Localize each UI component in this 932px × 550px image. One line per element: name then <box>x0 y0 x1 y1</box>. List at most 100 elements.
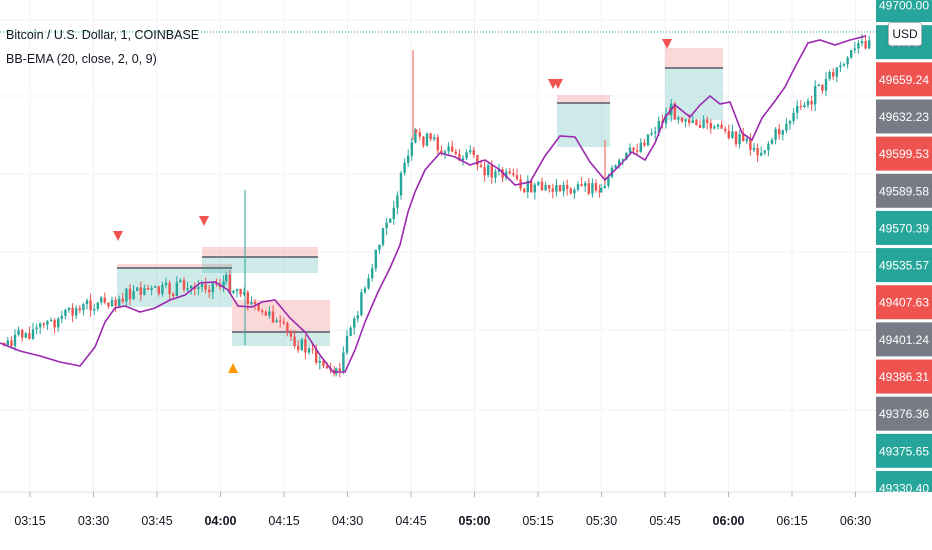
candle-body <box>720 124 723 129</box>
symbol-title[interactable]: Bitcoin / U.S. Dollar, 1, COINBASE <box>6 28 200 42</box>
candle-body <box>57 318 60 328</box>
time-tick-label: 03:45 <box>141 514 172 528</box>
candle-body <box>24 333 27 338</box>
candle-body <box>691 120 694 123</box>
candle-body <box>628 147 632 153</box>
time-tick-label: 04:15 <box>268 514 299 528</box>
candle-body <box>469 150 472 153</box>
candle-body <box>154 286 157 288</box>
candle-body <box>594 183 598 191</box>
currency-button[interactable]: USD <box>888 22 922 46</box>
buy-signal-marker <box>228 363 238 373</box>
time-tick-label: 05:15 <box>522 514 553 528</box>
candle-body <box>325 365 329 369</box>
candle-body <box>118 298 121 306</box>
candle-body <box>353 318 356 328</box>
candle-body <box>128 288 132 300</box>
candle-body <box>684 119 687 122</box>
candle-body <box>125 288 128 302</box>
candle-body <box>835 67 838 77</box>
price-label: 49632.23 <box>879 110 929 124</box>
candle-body <box>799 105 802 108</box>
trade-zones <box>117 48 723 346</box>
candle-body <box>150 287 153 290</box>
time-tick-label: 06:15 <box>776 514 807 528</box>
candle-body <box>745 138 748 141</box>
candle-body <box>399 172 403 196</box>
candle-body <box>731 131 734 139</box>
candle-body <box>345 335 349 353</box>
candle-body <box>785 123 788 131</box>
candle-body <box>752 148 756 151</box>
candle-body <box>211 282 214 293</box>
candle-body <box>472 150 475 156</box>
candle-body <box>371 268 374 279</box>
candle-body <box>250 302 253 305</box>
candle-body <box>222 281 225 287</box>
price-label: 49570.39 <box>879 221 929 235</box>
candle-body <box>179 280 182 283</box>
candle-body <box>544 185 547 191</box>
signal-markers <box>113 39 672 373</box>
indicator-label[interactable]: BB-EMA (20, close, 2, 0, 9) <box>6 52 157 66</box>
candle-body <box>839 65 842 68</box>
candle-body <box>810 100 813 105</box>
candle-body <box>271 311 275 323</box>
candle-body <box>555 185 558 192</box>
candle-body <box>749 138 752 151</box>
candle-body <box>261 310 264 313</box>
candle-body <box>716 124 720 127</box>
candle-body <box>114 299 117 306</box>
candle-body <box>367 278 370 289</box>
candle-body <box>378 244 381 250</box>
price-label-box <box>876 173 932 208</box>
candle-body <box>157 286 160 294</box>
time-tick-label: 03:30 <box>78 514 109 528</box>
candle-body <box>533 184 536 193</box>
candle-body <box>566 184 569 189</box>
candle-body <box>136 287 139 292</box>
candle-body <box>360 292 363 316</box>
candle-body <box>814 86 817 105</box>
candle-body <box>396 195 399 208</box>
candle-body <box>512 173 515 176</box>
candle-body <box>614 165 617 168</box>
price-label: 49376.36 <box>879 407 929 421</box>
candle-body <box>558 185 562 192</box>
candle-body <box>774 129 777 140</box>
candle-body <box>257 303 260 311</box>
candle-body <box>451 146 454 152</box>
candle-body <box>17 329 20 335</box>
candle-body <box>625 152 628 160</box>
ema-line <box>0 35 867 373</box>
candle-body <box>289 331 293 337</box>
time-tick-label: 06:00 <box>713 514 745 528</box>
price-label-box <box>876 62 932 97</box>
candle-body <box>67 307 71 311</box>
candle-body <box>537 181 540 185</box>
candle-body <box>562 184 565 192</box>
price-label-box <box>876 210 932 245</box>
time-tick-label: 04:30 <box>332 514 363 528</box>
candle-body <box>479 165 483 168</box>
candle-body <box>454 151 457 154</box>
candle-body <box>422 136 425 146</box>
candle-body <box>767 143 770 151</box>
candle-body <box>584 183 587 187</box>
candle-body <box>139 287 142 295</box>
candle-body <box>100 297 103 303</box>
candle-body <box>182 280 186 290</box>
candle-body <box>695 120 698 125</box>
candle-body <box>806 100 810 106</box>
candle-body <box>505 171 508 178</box>
price-label: 49535.57 <box>879 259 929 273</box>
candle-body <box>49 319 53 322</box>
price-label-box <box>876 136 932 171</box>
candle-body <box>208 289 211 293</box>
candle-body <box>46 321 49 325</box>
candle-body <box>381 228 385 245</box>
candle-body <box>311 348 314 350</box>
candle-body <box>636 150 639 152</box>
candle-body <box>824 78 828 91</box>
